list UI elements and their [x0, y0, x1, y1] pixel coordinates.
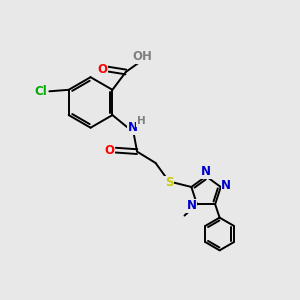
Text: N: N [221, 179, 231, 192]
Text: H: H [137, 116, 146, 126]
Text: O: O [97, 62, 107, 76]
Text: N: N [187, 199, 196, 212]
Text: S: S [165, 176, 173, 189]
Text: O: O [105, 144, 115, 157]
Text: N: N [128, 122, 138, 134]
Text: N: N [201, 165, 211, 178]
Text: Cl: Cl [34, 85, 47, 98]
Text: OH: OH [132, 50, 152, 63]
